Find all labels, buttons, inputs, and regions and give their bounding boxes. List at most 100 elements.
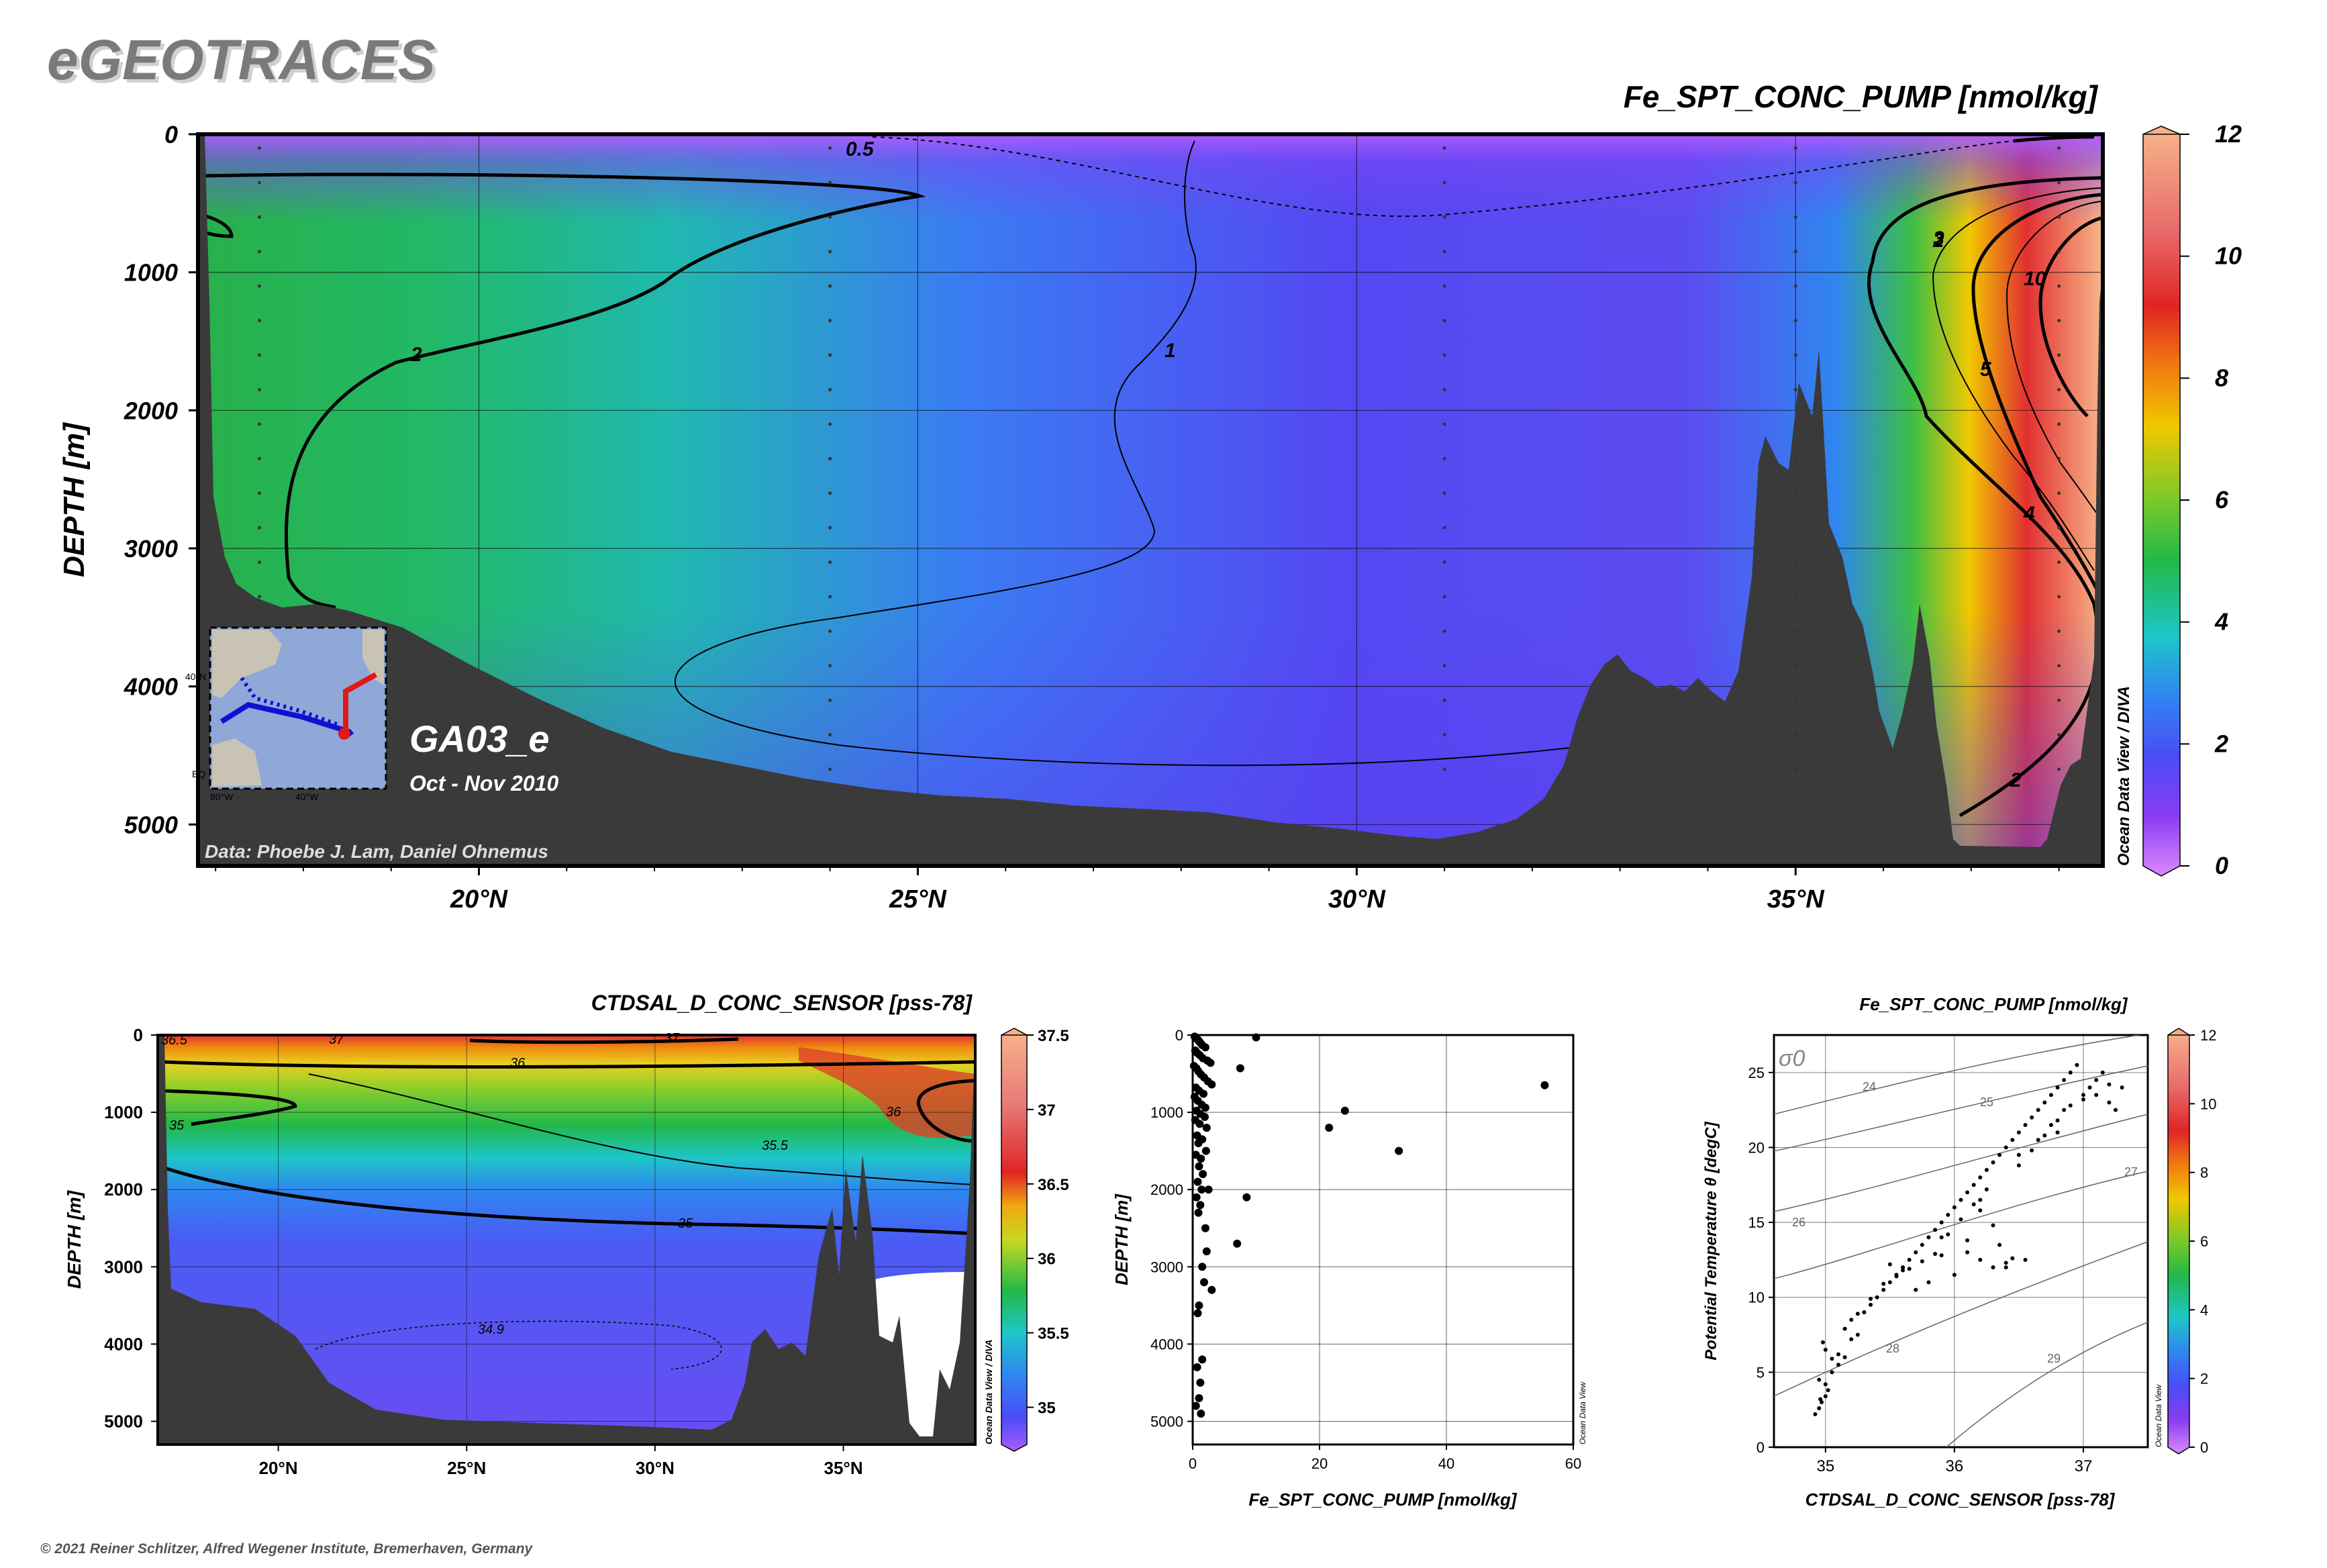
profile-point: [1195, 1120, 1204, 1128]
ts-point: [1952, 1273, 1957, 1277]
sal-contours: [160, 1037, 975, 1370]
main-bathymetry: [198, 134, 2103, 866]
ts-point: [1965, 1250, 1970, 1255]
ts-point: [1823, 1394, 1828, 1399]
main-station-sample: [828, 456, 832, 460]
ts-cbar-label: 4: [2200, 1302, 2208, 1318]
profile-point: [1191, 1402, 1200, 1410]
contour-5: [2006, 201, 2101, 518]
sal-title: CTDSAL_D_CONC_SENSOR [pss-78]: [591, 991, 973, 1015]
ts-point: [1849, 1337, 1854, 1342]
contour-0-5: [872, 136, 2014, 217]
profile-ytick-label: 1000: [1150, 1104, 1183, 1121]
main-station-sample: [1442, 526, 1446, 530]
ts-point: [1855, 1332, 1860, 1337]
main-station-sample: [1793, 387, 1797, 391]
sal-contour-label: 37: [329, 1032, 344, 1047]
main-station-sample: [1793, 319, 1797, 323]
ts-point: [2055, 1118, 2060, 1123]
ts-xtick-label: 36: [1946, 1457, 1964, 1475]
main-station-sample: [1793, 767, 1797, 771]
ts-point: [1823, 1382, 1828, 1387]
main-station-sample: [828, 664, 832, 668]
ts-cbar-label: 8: [2200, 1165, 2208, 1181]
ts-point: [1997, 1242, 2002, 1247]
profile-point: [1195, 1301, 1203, 1310]
contour-4: [1971, 193, 2101, 592]
ts-point: [2087, 1085, 2092, 1090]
ts-cbar-label: 0: [2200, 1439, 2208, 1456]
main-station-sample: [2057, 353, 2061, 357]
main-station-sample: [828, 250, 832, 254]
cruise-period: Oct - Nov 2010: [409, 771, 559, 795]
main-station-sample: [2057, 595, 2061, 599]
main-station-sample: [1442, 387, 1446, 391]
sal-bathymetry: [158, 1035, 975, 1444]
sal-contour-36b: [917, 1079, 975, 1143]
main-station-sample: [1442, 319, 1446, 323]
ts-point: [1939, 1220, 1944, 1225]
main-station-sample: [828, 387, 832, 391]
main-cbar-label: 0: [2215, 852, 2228, 879]
ts-xlabel: CTDSAL_D_CONC_SENSOR [pss-78]: [1805, 1489, 2116, 1510]
profile-point: [1202, 1247, 1211, 1256]
ts-point: [1971, 1183, 1976, 1187]
ts-point: [1826, 1388, 1830, 1393]
main-station-sample: [1793, 456, 1797, 460]
inset-lon-label-2: 40°W: [295, 791, 319, 802]
ts-point: [1939, 1235, 1944, 1240]
main-station-sample: [828, 595, 832, 599]
ts-point: [2048, 1093, 2053, 1097]
ts-point: [1818, 1397, 1823, 1402]
ts-point: [1901, 1265, 1905, 1270]
sigma-label: σ0: [1779, 1046, 1805, 1071]
ts-point: [2107, 1082, 2112, 1087]
main-station-sample: [1793, 284, 1797, 288]
ts-point: [1959, 1197, 1963, 1202]
main-station-sample: [1442, 733, 1446, 737]
ts-cbar-label: 12: [2200, 1027, 2216, 1044]
profile-point: [1207, 1080, 1216, 1089]
main-ytick-label: 3000: [124, 535, 178, 562]
main-station-sample: [258, 215, 262, 219]
main-station-sample: [258, 560, 262, 565]
main-contour-label: 3: [1933, 228, 1944, 250]
main-station-sample: [2057, 215, 2061, 219]
ts-point: [2068, 1103, 2073, 1108]
main-station-sample: [1793, 629, 1797, 633]
profile-point: [1201, 1224, 1209, 1232]
profile-ytick-label: 5000: [1150, 1413, 1183, 1430]
main-ytick-label: 5000: [124, 811, 178, 838]
ts-point: [2100, 1070, 2105, 1075]
main-station-sample: [2057, 319, 2061, 323]
ts-points: [1813, 1063, 2124, 1416]
ts-isopycnal-label: 25: [1980, 1095, 1993, 1109]
ts-point: [1842, 1326, 1847, 1331]
main-station-sample: [1793, 181, 1797, 185]
sal-xtick-label: 20°N: [259, 1458, 298, 1478]
sal-contour-label: 35.5: [762, 1138, 789, 1153]
inset-map[interactable]: 40°N EQ 80°W 40°W: [185, 626, 387, 802]
ts-isopycnal-label: 26: [1792, 1216, 1805, 1229]
main-contour-label: 2: [2010, 769, 2022, 791]
sal-ytick-label: 1000: [104, 1102, 143, 1122]
main-ytick-label: 2000: [123, 397, 178, 424]
ts-point: [1881, 1281, 1886, 1286]
copyright-footer: © 2021 Reiner Schlitzer, Alfred Wegener …: [40, 1541, 533, 1557]
sal-axes: 20°N 25°N 30°N 35°N 0 1000 2000 3000 4000 5000: [104, 1025, 862, 1478]
profile-point: [1196, 1378, 1205, 1387]
main-station-sample: [828, 767, 832, 771]
main-station-sample: [2057, 181, 2061, 185]
main-station-sample: [828, 526, 832, 530]
main-station-sample: [258, 353, 262, 357]
ts-isopycnal-labels: 24 25 26 27 28 29: [1792, 1080, 2138, 1365]
main-xtick-label: 35°N: [1767, 885, 1825, 914]
ts-point: [2003, 1145, 2008, 1150]
profile-point: [1201, 1043, 1209, 1052]
main-station-sample: [2057, 491, 2061, 495]
